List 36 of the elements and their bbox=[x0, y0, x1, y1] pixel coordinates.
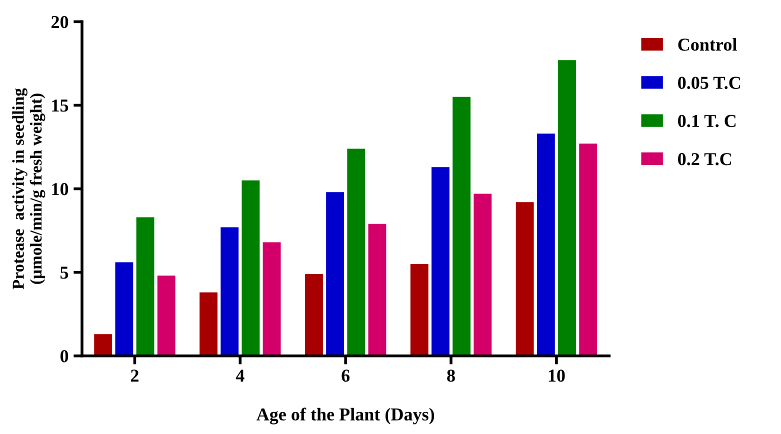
bar bbox=[452, 96, 471, 356]
bar bbox=[326, 192, 344, 356]
x-axis-title: Age of the Plant (Days) bbox=[256, 408, 434, 424]
legend-label: 0.2 T.C bbox=[678, 153, 732, 166]
x-tick-label: 10 bbox=[548, 370, 565, 382]
legend-label: 0.05 T.C bbox=[678, 76, 740, 89]
y-tick-label: 20 bbox=[52, 16, 68, 28]
legend-label: Control bbox=[678, 38, 737, 51]
bar bbox=[536, 134, 555, 356]
x-tick-label: 8 bbox=[447, 370, 455, 382]
bar bbox=[262, 242, 281, 356]
bar bbox=[579, 144, 598, 356]
bar bbox=[94, 334, 112, 356]
y-tick-label: 10 bbox=[52, 183, 68, 196]
bar bbox=[305, 274, 323, 356]
y-tick-label: 5 bbox=[60, 266, 68, 279]
bar bbox=[115, 262, 134, 356]
bar bbox=[368, 224, 386, 356]
x-tick-label: 4 bbox=[236, 370, 244, 382]
x-tick-label: 6 bbox=[342, 370, 350, 382]
bar bbox=[516, 202, 534, 356]
y-axis-title: Protease activity in seedling (µmole/min/g fresh weight) bbox=[12, 88, 46, 290]
bar bbox=[347, 148, 366, 356]
bar bbox=[157, 276, 176, 356]
bar bbox=[136, 217, 154, 356]
y-tick-label: 15 bbox=[52, 100, 68, 112]
bar bbox=[474, 194, 492, 356]
x-tick-label: 2 bbox=[130, 370, 138, 382]
bar bbox=[200, 292, 218, 356]
bar bbox=[242, 180, 260, 356]
bar bbox=[410, 264, 428, 356]
legend-label: 0.1 T. C bbox=[678, 114, 736, 128]
bar bbox=[432, 167, 450, 356]
bar bbox=[220, 227, 239, 356]
y-tick-label: 0 bbox=[60, 350, 68, 362]
bar bbox=[558, 60, 576, 356]
